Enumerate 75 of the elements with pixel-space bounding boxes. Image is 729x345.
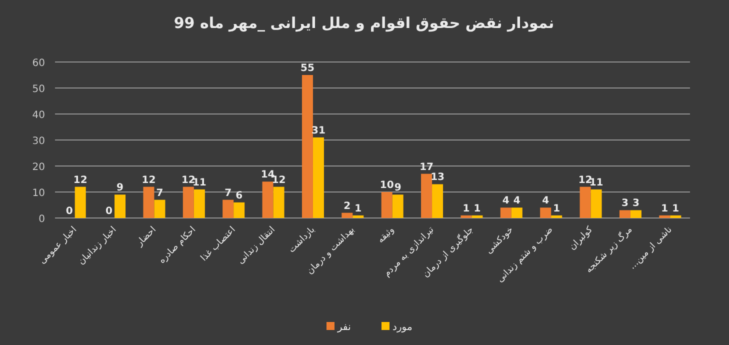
bar	[143, 186, 154, 218]
data-label: 14	[260, 170, 275, 181]
y-tick-label: 0	[38, 214, 45, 225]
data-label: 1	[474, 203, 481, 214]
data-label: 7	[224, 188, 232, 199]
bar	[511, 208, 522, 218]
bar	[540, 208, 552, 218]
bar	[182, 186, 194, 218]
x-tick-label: خودکشی	[484, 225, 516, 256]
x-tick-label: اخبار عمومی	[38, 225, 79, 266]
data-label: 6	[236, 190, 243, 202]
y-tick-label: 10	[32, 188, 45, 199]
y-tick-label: 30	[32, 136, 45, 147]
data-label: 1	[672, 203, 680, 214]
bar	[74, 186, 86, 218]
bar	[302, 75, 313, 218]
data-label: 4	[513, 196, 520, 207]
bar	[460, 215, 472, 218]
bar	[551, 215, 562, 218]
x-tick-label: اعتصاب غذا	[199, 225, 238, 264]
y-tick-label: 20	[32, 162, 45, 173]
data-label: 4	[542, 196, 550, 207]
bar	[472, 215, 483, 218]
bar	[432, 184, 444, 218]
bar	[273, 186, 284, 218]
bar	[421, 174, 432, 218]
data-label: 1	[354, 203, 362, 214]
legend-label: نفر	[336, 322, 351, 333]
data-label: 55	[300, 63, 314, 74]
bar	[500, 208, 512, 218]
bar	[619, 210, 630, 218]
data-label: 1	[462, 203, 470, 214]
data-label: 4	[502, 196, 510, 207]
chart-title: نمودار نقض حقوق اقوام و ملل ایرانی _مهر ماه 99	[174, 14, 554, 32]
x-tick-label: احکام صادره	[157, 225, 198, 266]
data-label: 0	[66, 206, 73, 217]
data-label: 9	[116, 182, 124, 194]
data-label: 3	[621, 198, 628, 210]
data-label: 3	[632, 198, 640, 210]
bar	[154, 200, 166, 218]
bar	[342, 212, 353, 218]
data-label: 9	[394, 182, 402, 194]
bar	[234, 202, 245, 218]
bar	[352, 215, 364, 218]
bar	[670, 215, 682, 218]
bar	[659, 215, 670, 218]
x-tick-label: انتقال زندانی	[236, 225, 278, 266]
data-label: 12	[73, 174, 88, 186]
x-tick-label: بازداشت	[287, 225, 318, 256]
x-tick-label: احضار	[134, 225, 158, 250]
y-tick-label: 40	[32, 110, 45, 121]
legend-label: مورد	[392, 322, 412, 333]
data-label: 2	[344, 200, 351, 212]
bar	[381, 192, 392, 218]
bar	[194, 189, 205, 218]
bar	[262, 182, 274, 218]
data-label: 10	[380, 180, 394, 191]
y-tick-label: 50	[32, 84, 45, 95]
bar	[312, 137, 324, 218]
bar	[580, 186, 591, 218]
x-tick-label: کولبران	[568, 224, 596, 252]
bar	[392, 194, 404, 218]
x-tick-label: اخبار زندانیان	[76, 225, 119, 268]
data-label: 12	[142, 174, 156, 186]
data-label: 0	[106, 206, 113, 217]
x-tick-label: وثیقه	[376, 225, 396, 246]
bar	[590, 189, 602, 218]
y-tick-label: 60	[32, 58, 45, 69]
data-label: 1	[553, 203, 560, 214]
bar	[222, 200, 234, 218]
data-label: 7	[156, 188, 164, 199]
bar	[630, 210, 642, 218]
data-label: 17	[420, 162, 434, 173]
data-label: 1	[661, 203, 668, 214]
bar	[114, 194, 126, 218]
